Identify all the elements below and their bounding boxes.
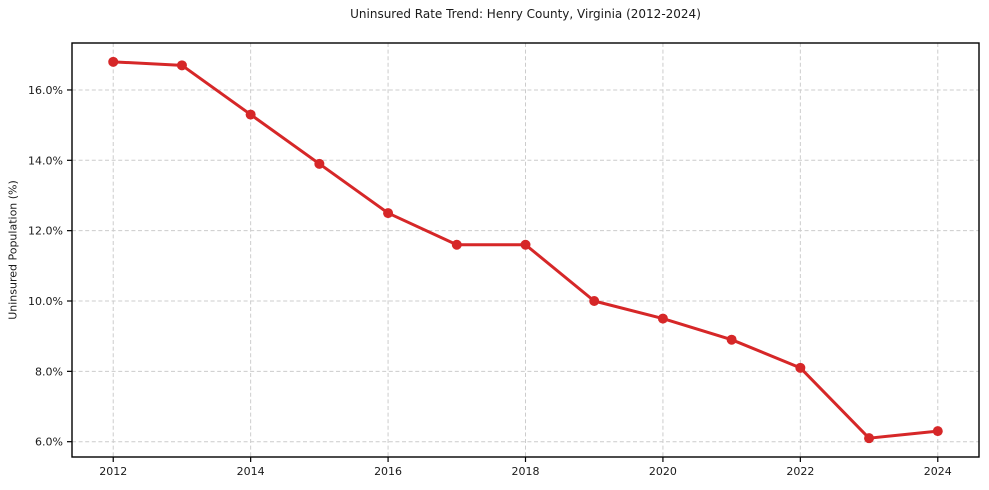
data-point xyxy=(314,158,325,169)
data-point xyxy=(245,109,256,120)
data-point xyxy=(657,313,668,324)
x-tick-label: 2022 xyxy=(786,465,814,478)
y-tick-label: 16.0% xyxy=(28,84,63,97)
data-point xyxy=(932,426,943,437)
y-tick-label: 10.0% xyxy=(28,295,63,308)
data-point xyxy=(108,56,119,67)
data-point xyxy=(383,208,394,219)
chart-title: Uninsured Rate Trend: Henry County, Virg… xyxy=(350,7,701,21)
data-point xyxy=(451,239,462,250)
x-tick-label: 2024 xyxy=(924,465,952,478)
data-point xyxy=(864,433,875,444)
data-point xyxy=(795,362,806,373)
data-point xyxy=(176,60,187,71)
x-tick-label: 2020 xyxy=(649,465,677,478)
data-point xyxy=(589,296,600,307)
y-tick-label: 6.0% xyxy=(35,436,63,449)
x-tick-label: 2014 xyxy=(237,465,265,478)
data-point xyxy=(520,239,531,250)
y-tick-label: 14.0% xyxy=(28,154,63,167)
x-tick-label: 2012 xyxy=(99,465,127,478)
x-tick-label: 2016 xyxy=(374,465,402,478)
y-tick-label: 8.0% xyxy=(35,365,63,378)
data-point xyxy=(726,334,737,345)
y-tick-label: 12.0% xyxy=(28,225,63,238)
x-tick-label: 2018 xyxy=(512,465,540,478)
